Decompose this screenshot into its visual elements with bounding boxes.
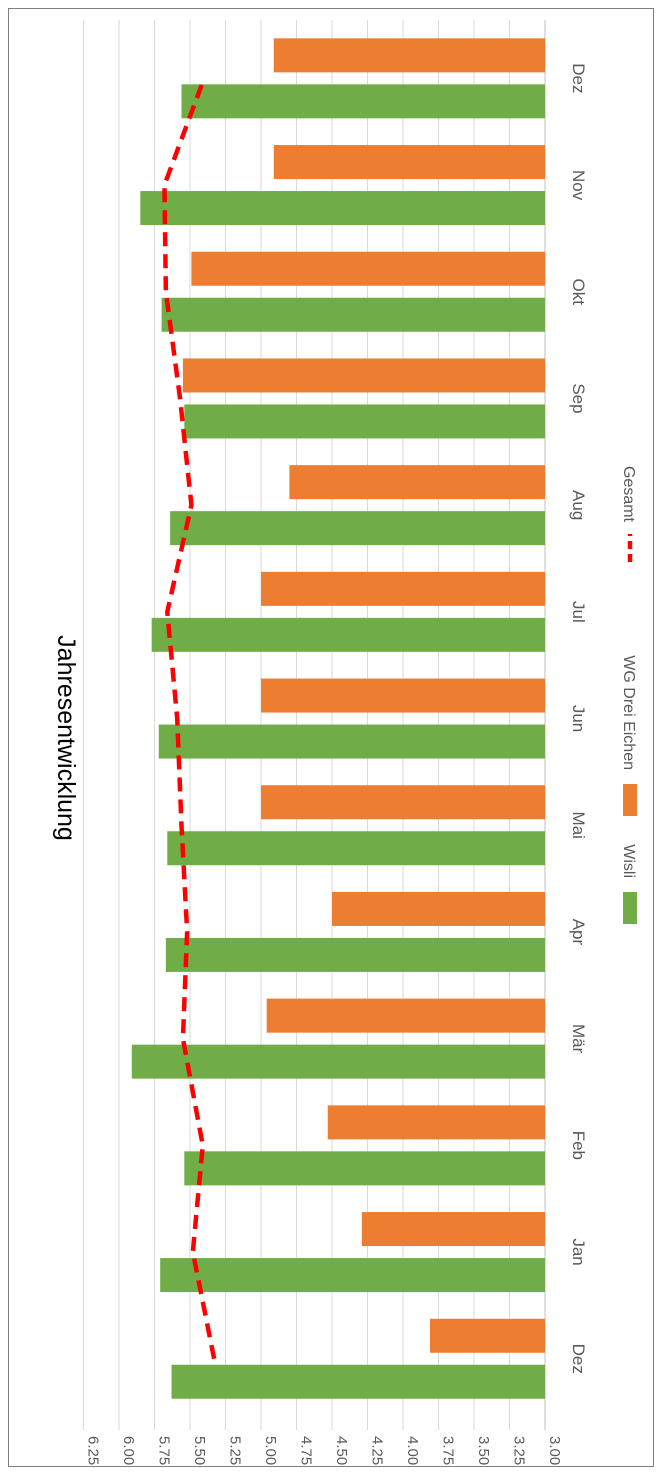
category-label: Jun [569,705,588,732]
chart-title: Jahresentwicklung [52,635,80,841]
value-tick-label: 6.25 [85,1436,102,1465]
bar-wg-drei-eichen [429,1318,545,1353]
category-label: Feb [569,1131,588,1160]
value-tick-label: 3.25 [511,1436,528,1465]
bar-wisli [131,1044,545,1079]
bar-wisli [140,191,546,226]
value-tick-label: 6.00 [120,1436,137,1465]
chart-title-group: Jahresentwicklung [52,635,80,841]
value-tick-label: 3.00 [546,1436,563,1465]
line-gesamt [162,77,217,1360]
category-label: Dez [569,63,588,93]
bar-wg-drei-eichen [361,1212,545,1247]
category-label: Jan [569,1238,588,1265]
bar-wisli [171,1364,546,1399]
value-tick-label: 4.75 [298,1436,315,1465]
legend-wg-drei-eichen-swatch [623,784,637,816]
value-tick-label: 4.50 [333,1436,350,1465]
value-tick-label: 5.25 [227,1436,244,1465]
value-tick-label: 5.00 [262,1436,279,1465]
bar-wisli [184,1151,545,1186]
category-label: Dez [569,1344,588,1374]
value-tick-label: 5.50 [191,1436,208,1465]
bar-wg-drei-eichen [289,465,545,500]
legend: Wisli WG Drei Eichen Gesamt [620,466,637,924]
category-label: Apr [569,919,588,946]
legend-gesamt-label: Gesamt [620,466,637,523]
line-series [162,77,217,1360]
value-tick-label: 3.75 [440,1436,457,1465]
bar-wisli [160,1258,545,1293]
value-tick-label: 4.25 [369,1436,386,1465]
bar-wg-drei-eichen [327,1105,545,1140]
category-label: Mai [569,812,588,839]
category-label: Sep [569,383,588,413]
category-label: Jul [569,601,588,623]
chart-border [8,8,654,1467]
bar-wg-drei-eichen [332,891,545,926]
bar-wisli [151,617,545,652]
bar-wg-drei-eichen [261,571,545,606]
bar-wg-drei-eichen [273,145,545,180]
bar-wg-drei-eichen [182,358,545,393]
category-label: Nov [569,170,588,201]
bar-wisli [165,937,546,972]
category-label: Aug [569,490,588,520]
value-tick-label: 5.75 [156,1436,173,1465]
bar-wg-drei-eichen [191,251,546,286]
legend-wisli-swatch [623,892,637,924]
category-label: Okt [569,279,588,306]
bar-wisli [170,511,545,546]
value-tick-label: 4.00 [404,1436,421,1465]
bar-wg-drei-eichen [266,998,545,1033]
legend-wg-drei-eichen-label: WG Drei Eichen [620,655,637,770]
legend-wisli-label: Wisli [620,844,637,878]
bar-wisli [181,84,546,119]
bar-wisli [161,297,545,332]
axis-labels: 3.00 3.25 3.50 3.75 4.00 4.25 4.50 4.75 5.00 5.25… [85,63,589,1465]
bar-wisli [184,404,545,439]
bar-wg-drei-eichen [261,678,545,713]
value-tick-label: 3.50 [475,1436,492,1465]
bar-wisli [158,724,545,759]
bars [131,38,546,1399]
bar-wisli [167,831,545,866]
bar-wg-drei-eichen [273,38,545,73]
bar-wg-drei-eichen [261,785,545,820]
category-label: Mär [569,1024,588,1054]
